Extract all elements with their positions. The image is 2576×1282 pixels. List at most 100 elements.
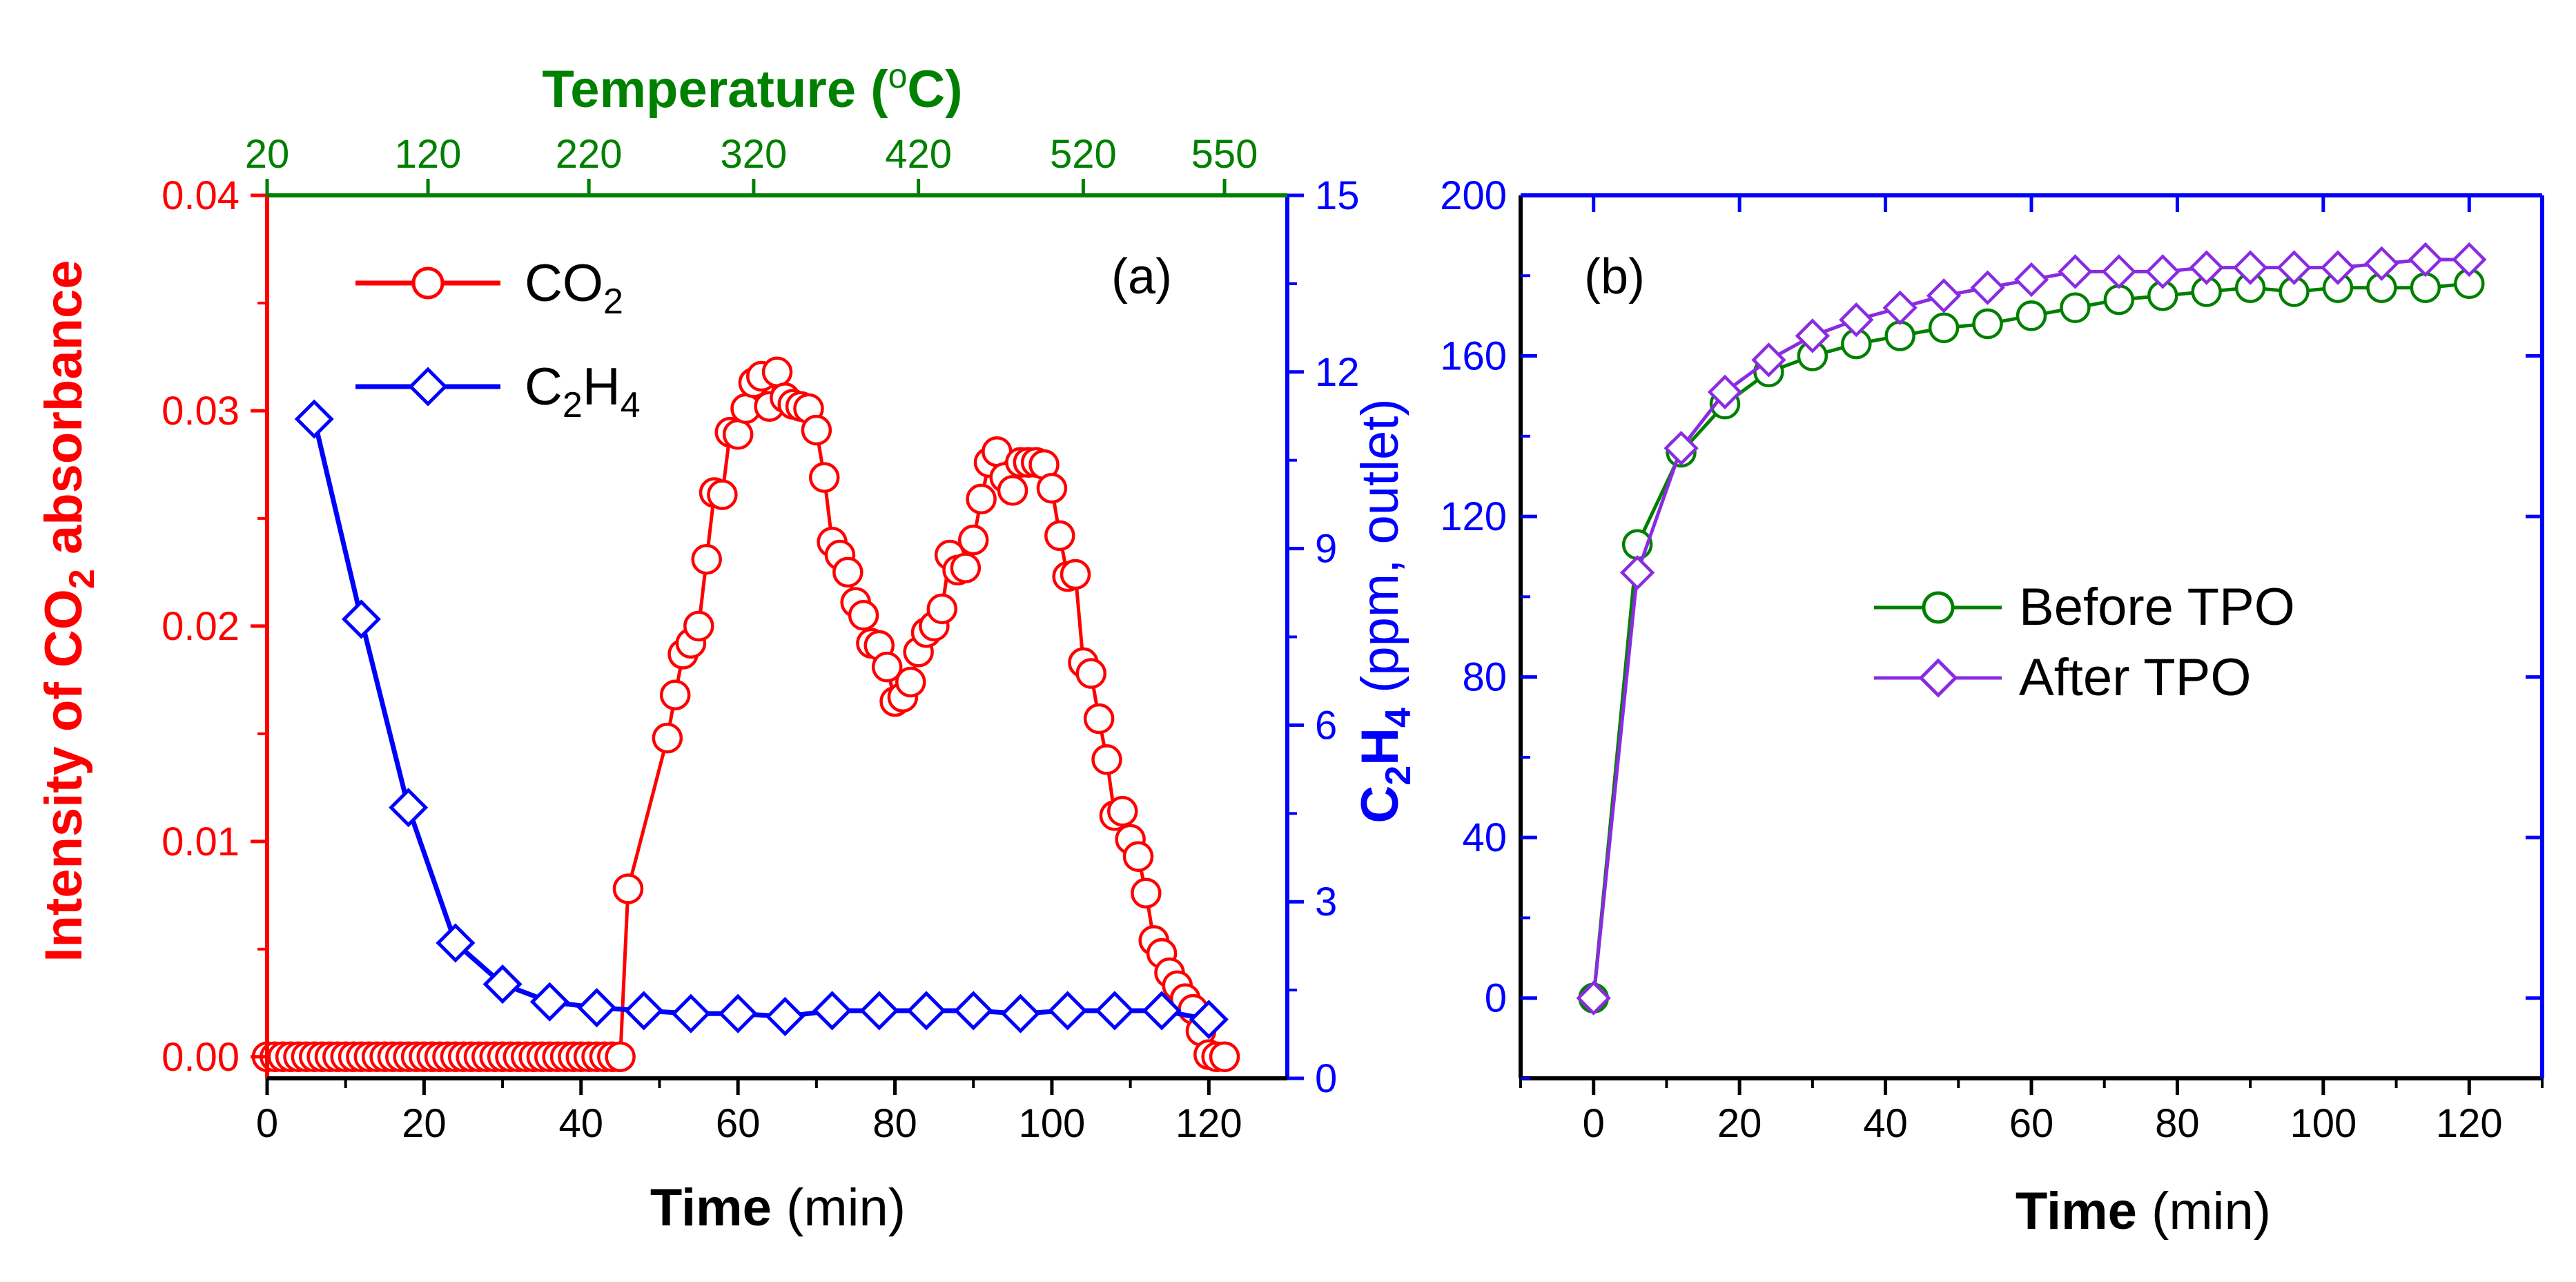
c2h4-point — [718, 993, 758, 1033]
co2-axis-tick-label: 0.00 — [162, 1035, 240, 1080]
after-tpo-point — [2189, 250, 2224, 285]
temperature-tick-label: 420 — [885, 132, 952, 177]
temperature-tick-label: 220 — [556, 132, 623, 177]
panel-b-legend: Before TPO After TPO — [1874, 578, 2295, 707]
c2h4-axis-tick-label: 12 — [1315, 350, 1360, 395]
panel-b-y-tick-label: 200 — [1440, 173, 1507, 218]
co2-point — [1122, 841, 1154, 872]
after-tpo-point — [2013, 262, 2049, 298]
c2h4-axis-tick-label: 3 — [1315, 880, 1337, 924]
co2-point — [683, 610, 714, 642]
panel-a-x-title: Time (min) — [650, 1178, 906, 1237]
co2-series-line — [267, 365, 1225, 1059]
co2-point — [950, 552, 982, 583]
panel-a-ticks: 0 20 40 60 80 100 120 0.00 0.01 0.02 0.03 0.04 0 3 6 9 1… — [162, 132, 1359, 1146]
after-tpo-point — [1751, 342, 1786, 378]
after-tpo-point — [1707, 374, 1743, 410]
panel-a-x-tick-label: 20 — [402, 1101, 447, 1146]
temperature-axis-title: Temperature (oC) — [542, 57, 962, 119]
panel-a-legend: CO2 C2H4 — [355, 254, 641, 425]
co2-point — [691, 543, 722, 575]
co2-point — [1209, 1041, 1240, 1073]
c2h4-point — [765, 996, 805, 1037]
after-tpo-point — [2276, 250, 2312, 285]
temperature-tick-label: 120 — [395, 132, 462, 177]
c2h4-point — [576, 988, 617, 1028]
after-tpo-point — [2232, 250, 2268, 285]
co2-point — [1106, 795, 1138, 827]
co2-point — [659, 679, 691, 710]
legend-before-label: Before TPO — [2019, 578, 2295, 637]
panel-b-label: (b) — [1584, 249, 1645, 304]
c2h4-point — [482, 964, 523, 1004]
co2-point — [1044, 520, 1075, 552]
co2-point — [871, 651, 903, 683]
panel-a-x-tick-label: 80 — [872, 1101, 917, 1146]
after-tpo-point — [2320, 250, 2356, 285]
co2-point — [707, 479, 738, 510]
after-tpo-point — [1839, 302, 1874, 338]
before-tpo-point — [2060, 292, 2091, 324]
c2h4-point — [1142, 991, 1182, 1031]
panel-b-x-tick-label: 0 — [1583, 1101, 1605, 1146]
legend-after-marker — [1918, 658, 1958, 698]
panel-b-y-tick-label: 40 — [1462, 815, 1507, 860]
after-tpo-point — [1663, 431, 1699, 466]
after-tpo-point — [2145, 254, 2180, 289]
c2h4-point — [624, 991, 664, 1031]
panel-b-x-tick-label: 80 — [2155, 1101, 2200, 1146]
co2-point — [722, 419, 754, 450]
before-tpo-point — [2016, 300, 2047, 331]
co2-point — [801, 414, 832, 446]
panel-a-x-tick-label: 40 — [559, 1101, 604, 1146]
co2-point — [761, 356, 793, 388]
c2h4-point — [906, 991, 946, 1031]
c2h4-axis-tick-label: 15 — [1315, 173, 1360, 218]
panel-b-x-tick-label: 100 — [2290, 1101, 2357, 1146]
before-tpo-point — [1928, 312, 1960, 344]
panel-a: 0 20 40 60 80 100 120 0.00 0.01 0.02 0.03 0.04 0 3 6 9 1… — [35, 57, 1418, 1237]
co2-point — [957, 524, 989, 556]
co2-point — [1091, 744, 1122, 775]
co2-point — [832, 556, 863, 588]
panel-b-y-tick-label: 120 — [1440, 494, 1507, 539]
panel-b-x-title: Time (min) — [2016, 1182, 2271, 1241]
co2-point — [895, 666, 926, 698]
legend-co2-marker — [411, 266, 445, 300]
c2h4-point — [859, 991, 899, 1031]
panel-b-y-tick-label: 80 — [1462, 655, 1507, 700]
c2h4-point — [812, 991, 852, 1031]
temperature-tick-label: 550 — [1191, 132, 1258, 177]
c2h4-point — [529, 982, 569, 1022]
after-tpo-point — [2452, 242, 2487, 278]
co2-point — [848, 600, 879, 631]
co2-point — [1036, 473, 1068, 504]
c2h4-axis-title: C2H4 (ppm, outlet) — [1351, 398, 1418, 823]
panel-b-y-tick-label: 160 — [1440, 334, 1507, 379]
co2-point — [652, 722, 683, 754]
co2-axis-tick-label: 0.03 — [162, 389, 240, 434]
after-tpo-point — [1882, 290, 1918, 325]
co2-point — [808, 462, 840, 493]
legend-before-marker — [1922, 591, 1955, 624]
co2-point — [1075, 658, 1107, 689]
c2h4-axis-tick-label: 0 — [1315, 1056, 1337, 1101]
after-tpo-point — [1795, 318, 1831, 353]
temperature-tick-label: 520 — [1050, 132, 1117, 177]
co2-point — [1131, 877, 1162, 909]
legend-co2-label: CO2 — [525, 254, 623, 322]
c2h4-point — [1048, 991, 1088, 1031]
c2h4-point — [1189, 1000, 1229, 1040]
panel-b-marks — [1576, 242, 2487, 1016]
after-tpo-point — [2364, 246, 2399, 282]
panel-a-marks — [251, 356, 1240, 1073]
after-tpo-point — [1576, 980, 1611, 1016]
co2-point — [926, 593, 958, 625]
c2h4-point — [1095, 991, 1135, 1031]
legend-c2h4-marker — [408, 367, 448, 407]
panel-b-y-tick-label: 0 — [1485, 976, 1507, 1021]
c2h4-series-line — [311, 418, 1209, 1022]
legend-c2h4-label: C2H4 — [525, 358, 641, 425]
before-tpo-point — [2410, 272, 2441, 303]
